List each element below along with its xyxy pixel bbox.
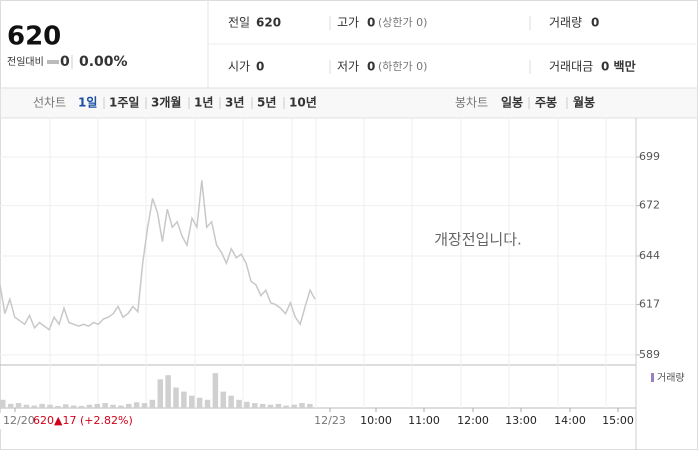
tab-group-label: 선차트 [33,96,66,110]
period-tab[interactable]: 1일 [78,96,97,110]
volume-bar [189,395,195,408]
volume-bar [236,399,242,408]
volume-bar [275,403,282,408]
period-tab[interactable]: 5년 [257,96,276,110]
field-note: (하한가 0) [378,59,427,73]
volume-bar [291,404,297,408]
y-tick-label: 589 [639,348,660,361]
volume-bar [39,403,45,408]
field-label: 저가 [337,60,359,74]
volume-bar [126,403,132,408]
tab-bar [0,87,698,119]
candle-tab[interactable]: 일봉 [501,96,523,110]
volume-bar [23,404,30,408]
change-label: 전일대비 [7,56,44,68]
period-tab[interactable]: 3년 [225,96,244,110]
x-label: 15:00 [602,414,634,427]
field-value: 0 [256,60,264,74]
period-tab[interactable]: 1주일 [109,96,139,110]
field-label: 거래대금 [549,60,593,74]
period-tab[interactable]: 10년 [289,96,317,110]
volume-bar [63,404,69,408]
period-tab[interactable]: 1년 [194,96,213,110]
period-tab[interactable]: 3개월 [151,95,181,110]
notice: 개장전입니다. [434,231,522,249]
candle-tab[interactable]: 주봉 [535,96,557,110]
volume-bar [259,403,266,408]
field-label: 고가 [337,16,359,30]
field-value: 620 [256,16,281,30]
field-value: 0 [367,60,375,74]
flat-icon [47,60,59,64]
volume-bar [283,405,290,408]
volume-bar [196,397,203,408]
legend-swatch [651,373,654,382]
volume-bar [110,404,116,408]
change-rate: 0.00% [79,54,128,70]
volume-bar [31,405,38,408]
field-label: 전일 [228,16,250,30]
candle-tab[interactable]: 월봉 [573,95,595,110]
field-value: 0 백만 [601,59,636,74]
footer-change: ▲17 [54,414,76,427]
volume-bar [157,379,164,408]
volume-bar [70,405,77,408]
x-label: 12/23 [314,414,346,427]
volume-bar [228,395,234,408]
x-label: 10:00 [360,414,392,427]
field-value: 0 [367,16,375,30]
y-tick-label: 617 [639,298,660,311]
y-tick-label: 672 [639,199,660,212]
volume-bar [267,404,274,408]
volume-bar [7,403,14,408]
volume-bar [133,402,140,408]
field-label: 시가 [228,60,250,74]
field-note: (상한가 0) [378,16,427,29]
field-label: 거래량 [549,16,582,30]
volume-bar [141,403,148,408]
volume-bar [15,403,22,408]
price-line [0,180,316,331]
volume-bar [299,403,305,408]
volume-bar [94,403,101,408]
volume-bar [86,404,93,408]
volume-bar [55,405,61,408]
field-value: 0 [591,16,599,30]
tab-group-label: 봉차트 [455,96,488,110]
volume-bar [118,405,124,408]
x-label: 13:00 [505,414,537,427]
volume-bar [78,405,85,408]
legend-label: 거래량 [657,372,685,384]
volume-bar [244,401,250,408]
volume-bar [181,391,187,408]
volume-bar [307,403,313,408]
x-label: 12:00 [457,414,489,427]
price: 620 [7,22,61,52]
volume-bar [0,399,6,408]
x-label: 11:00 [408,414,440,427]
volume-bar [204,399,211,408]
volume-bar [212,373,219,408]
change: 0 [60,54,70,70]
y-tick-label: 699 [639,150,660,163]
x-label: 14:00 [554,414,586,427]
volume-bar [149,399,156,408]
footer-price: 620 [33,414,54,427]
volume-bar [220,391,227,408]
volume-bar [165,375,171,408]
footer-bg [0,413,130,429]
volume-bar [47,404,53,408]
volume-bar [252,403,258,408]
volume-bar [173,387,179,408]
footer-rate: (+2.82%) [80,414,133,427]
footer-date: 12/20 [3,414,35,427]
volume-bar [102,403,108,408]
y-tick-label: 644 [639,249,660,262]
